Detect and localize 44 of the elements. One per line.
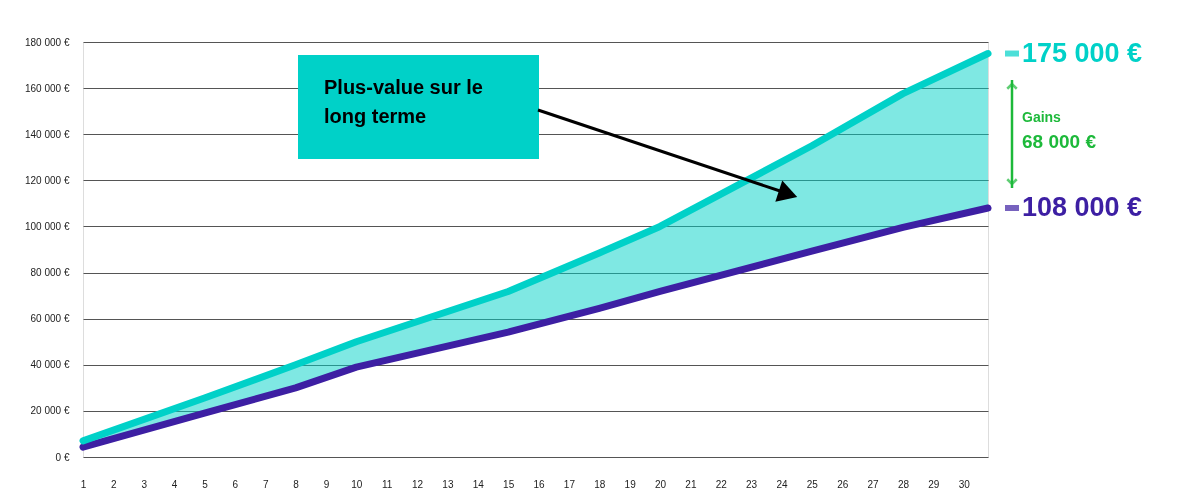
text: Gains 68 000 €: [1022, 109, 1097, 152]
x-tick-label: 3: [141, 478, 148, 490]
x-tick-label: 5: [202, 478, 209, 490]
x-tick-label: 23: [746, 478, 758, 490]
x-tick-label: 10: [351, 478, 363, 490]
y-tick-label: 180 000 €: [25, 36, 70, 48]
x-tick-label: 19: [624, 478, 637, 490]
x-tick-label: 4: [171, 478, 178, 490]
y-tick-label: 80 000 €: [30, 267, 70, 279]
x-tick-label: 18: [594, 478, 606, 490]
x-tick-label: 24: [776, 478, 788, 490]
y-tick-label: 140 000 €: [25, 128, 70, 140]
annotation: Plus-value sur le long terme: [324, 76, 483, 127]
x-tick-label: 12: [412, 478, 424, 490]
y-tick-label: 60 000 €: [30, 313, 70, 325]
x-tick-label: 2: [111, 478, 118, 490]
x-tick-label: 14: [472, 478, 485, 490]
y-tick-label: 100 000 €: [25, 220, 70, 232]
y-tick-label: 0 €: [55, 451, 70, 463]
x-tick-label: 25: [806, 478, 819, 490]
x-tick-label: 15: [503, 478, 515, 490]
x-tick-label: 6: [232, 478, 239, 490]
y-tick-label: 20 000 €: [30, 405, 70, 417]
x-tick-label: 17: [563, 478, 576, 490]
x-tick-label: 22: [715, 478, 728, 490]
data-label: 108 000 €: [1022, 192, 1143, 222]
x-tick-label: 28: [897, 478, 910, 490]
x-tick-label: 8: [293, 478, 300, 490]
x-tick-label: 13: [442, 478, 454, 490]
x-tick-label: 7: [262, 478, 269, 490]
x-tick-label: 30: [958, 478, 971, 490]
x-tick-label: 1: [80, 478, 87, 490]
y-tick-label: 40 000 €: [30, 359, 70, 371]
data-label: 175 000 €: [1022, 37, 1143, 68]
x-tick-label: 20: [654, 478, 667, 490]
x-tick-label: 29: [928, 478, 940, 490]
x-tick-label: 9: [323, 478, 330, 490]
x-tick-label: 16: [533, 478, 546, 490]
y-tick-label: 160 000 €: [25, 82, 70, 94]
x-tick-label: 27: [867, 478, 880, 490]
x-tick-label: 11: [382, 478, 393, 490]
x-tick-label: 21: [685, 478, 697, 490]
x-tick-label: 26: [837, 478, 849, 490]
y-tick-label: 120 000 €: [25, 174, 70, 186]
